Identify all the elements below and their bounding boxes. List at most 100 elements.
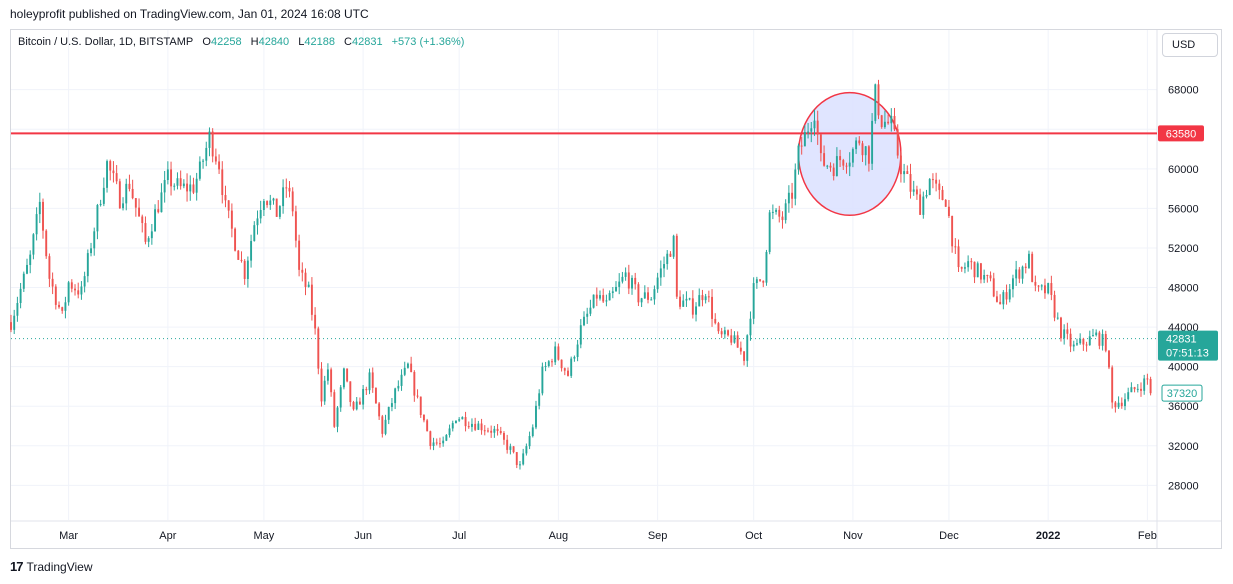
candle-body [61,307,64,311]
candle-body [323,380,326,402]
candle-body [714,318,717,324]
candle-body [525,446,528,454]
candle-body [1050,283,1053,295]
candle-body [487,430,489,432]
candle-body [320,368,323,402]
candle-body [967,261,970,268]
y-tick-label: 36000 [1168,401,1199,413]
candle-body [429,431,432,446]
candle-body [1024,266,1027,268]
candle-body [845,165,848,167]
candle-body [759,279,762,281]
candle-body [179,178,182,187]
candle-body [1034,281,1037,286]
candle-body [906,171,909,175]
candle-body [349,381,352,403]
candle-body [93,231,96,249]
candle-body [176,178,179,186]
candle-body [1060,317,1062,339]
candle-body [266,201,269,206]
candle-body [947,206,950,217]
candle-body [150,231,153,239]
candle-body [1079,338,1082,344]
candle-body [922,196,925,215]
candle-body [147,238,150,242]
candle-body [829,165,832,168]
candle-body [224,195,227,201]
candle-body [29,254,32,265]
candle-body [701,295,704,301]
candle-body [432,442,435,446]
candle-body [960,267,963,269]
candle-body [339,387,342,408]
candle-body [173,185,176,187]
candle-body [605,300,608,302]
candle-body [752,283,755,319]
x-tick-label: Mar [59,530,78,542]
candle-body [154,209,157,232]
candle-body [547,361,550,367]
candle-body [931,179,934,181]
candle-body [663,264,665,269]
candle-body [368,372,371,391]
candle-body [995,296,998,302]
candle-body [864,146,867,156]
candle-body [288,187,291,192]
candle-body [813,120,816,129]
candle-body [112,170,115,174]
candle-body [362,388,365,405]
candle-body [240,259,243,261]
candle-body [282,187,285,207]
x-tick-label: Oct [745,530,762,542]
candle-body [717,323,720,332]
candle-body [963,267,966,269]
candle-body [166,169,169,181]
candle-body [442,440,445,444]
candle-body [387,406,390,420]
candle-body [301,269,304,273]
candle-body [477,423,480,430]
candle-body [762,280,765,283]
x-tick-label: Feb [1138,530,1157,542]
chart-frame [10,29,1222,549]
candle-body [218,161,221,170]
candle-body [1021,266,1024,279]
candle-body [374,387,377,404]
candle-body [621,276,624,282]
candle-body [1072,344,1075,347]
candle-body [695,306,697,315]
candle-body [70,282,73,289]
candle-body [535,405,537,428]
candle-body [640,298,643,303]
candle-body [883,121,886,128]
candle-body [48,256,51,279]
low-label: L [298,36,305,48]
candle-body [957,246,960,268]
candle-body [749,318,752,336]
marker-price-label: 37320 [1167,388,1198,400]
candle-body [1095,332,1098,336]
currency-button[interactable]: USD [1162,33,1218,57]
candle-body [493,428,496,433]
candle-body [592,294,595,308]
candle-body [637,284,640,303]
candle-body [656,277,659,290]
candle-body [102,187,105,204]
tradingview-logo-icon[interactable]: 17 [10,559,24,574]
candle-body [390,403,393,407]
candle-body [679,296,681,307]
candle-body [531,427,534,437]
candle-body [650,299,653,301]
candle-body [999,301,1002,305]
candle-body [1092,335,1094,337]
y-tick-label: 32000 [1168,441,1199,453]
candle-body [794,169,797,199]
candle-body [871,120,874,164]
candle-body [733,335,736,343]
candle-body [1149,379,1152,394]
high-label: H [250,36,259,48]
candle-body [698,295,701,307]
candle-body [595,294,598,299]
candle-body [1130,387,1133,393]
